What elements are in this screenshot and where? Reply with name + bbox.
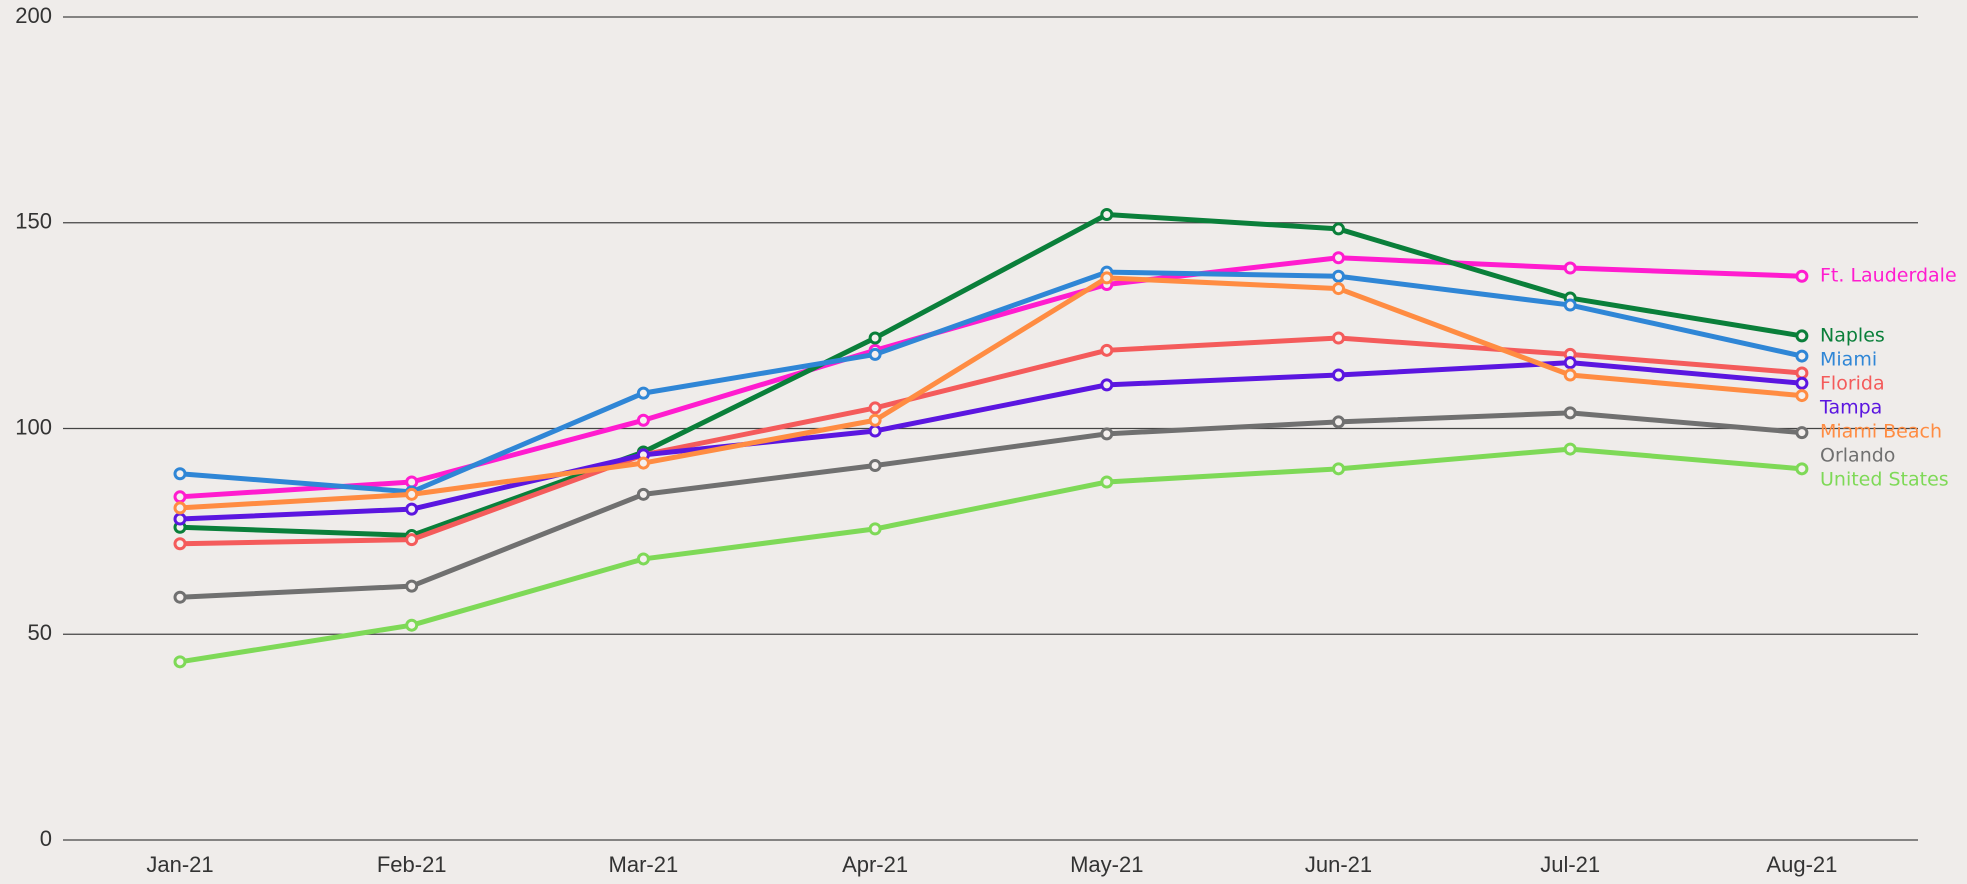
x-tick-label: Aug-21: [1766, 852, 1837, 877]
y-tick-label: 50: [28, 620, 52, 645]
point: [175, 469, 185, 479]
point: [638, 388, 648, 398]
point: [638, 554, 648, 564]
point: [1565, 370, 1575, 380]
series-label: Orlando: [1820, 444, 1895, 466]
point: [1102, 380, 1112, 390]
x-tick-label: Feb-21: [377, 852, 447, 877]
point: [1334, 224, 1344, 234]
point: [1797, 428, 1807, 438]
point: [870, 349, 880, 359]
point: [1797, 331, 1807, 341]
point: [638, 458, 648, 468]
point: [870, 403, 880, 413]
point: [1797, 378, 1807, 388]
x-tick-label: Jan-21: [146, 852, 213, 877]
point: [1334, 370, 1344, 380]
point: [1565, 358, 1575, 368]
series-label: Florida: [1820, 372, 1885, 394]
point: [870, 461, 880, 471]
point: [638, 489, 648, 499]
series-label: Naples: [1820, 324, 1885, 346]
point: [407, 535, 417, 545]
series-label: Miami: [1820, 348, 1877, 370]
page: 0 50 100 150 200 Jan-21 Feb-21 Mar-21 Apr-21 May-…: [0, 0, 1967, 884]
y-tick-label: 200: [15, 3, 52, 28]
point: [175, 657, 185, 667]
series-label: Miami Beach: [1820, 420, 1942, 442]
point: [175, 592, 185, 602]
point: [1102, 429, 1112, 439]
series-label: United States: [1820, 468, 1949, 490]
point: [1334, 333, 1344, 343]
point: [1797, 391, 1807, 401]
point: [1565, 300, 1575, 310]
point: [1565, 408, 1575, 418]
point: [1334, 464, 1344, 474]
x-tick-label: Jul-21: [1540, 852, 1600, 877]
point: [1565, 444, 1575, 454]
chart: 0 50 100 150 200 Jan-21 Feb-21 Mar-21 Apr-21 May-…: [0, 0, 1967, 884]
point: [1565, 263, 1575, 273]
series-label: Ft. Lauderdale: [1820, 265, 1957, 287]
point: [175, 539, 185, 549]
point: [638, 415, 648, 425]
x-tick-label: Mar-21: [609, 852, 679, 877]
point: [175, 503, 185, 513]
point: [1334, 271, 1344, 281]
point: [175, 492, 185, 502]
point: [1102, 210, 1112, 220]
y-tick-label: 100: [15, 414, 52, 439]
y-tick-label: 0: [40, 826, 52, 851]
point: [1102, 345, 1112, 355]
point: [1102, 477, 1112, 487]
point: [1334, 253, 1344, 263]
series-label: Tampa: [1819, 396, 1882, 418]
point: [870, 426, 880, 436]
point: [870, 415, 880, 425]
point: [1334, 417, 1344, 427]
point: [1797, 351, 1807, 361]
y-tick-label: 150: [15, 209, 52, 234]
point: [407, 489, 417, 499]
point: [175, 514, 185, 524]
x-tick-label: May-21: [1070, 852, 1143, 877]
point: [407, 504, 417, 514]
x-tick-label: Jun-21: [1305, 852, 1372, 877]
point: [1334, 284, 1344, 294]
point: [870, 524, 880, 534]
point: [407, 581, 417, 591]
x-tick-label: Apr-21: [842, 852, 908, 877]
background: [0, 0, 1967, 884]
point: [407, 620, 417, 630]
point: [1797, 368, 1807, 378]
point: [1797, 464, 1807, 474]
point: [1797, 271, 1807, 281]
point: [1102, 273, 1112, 283]
point: [870, 333, 880, 343]
